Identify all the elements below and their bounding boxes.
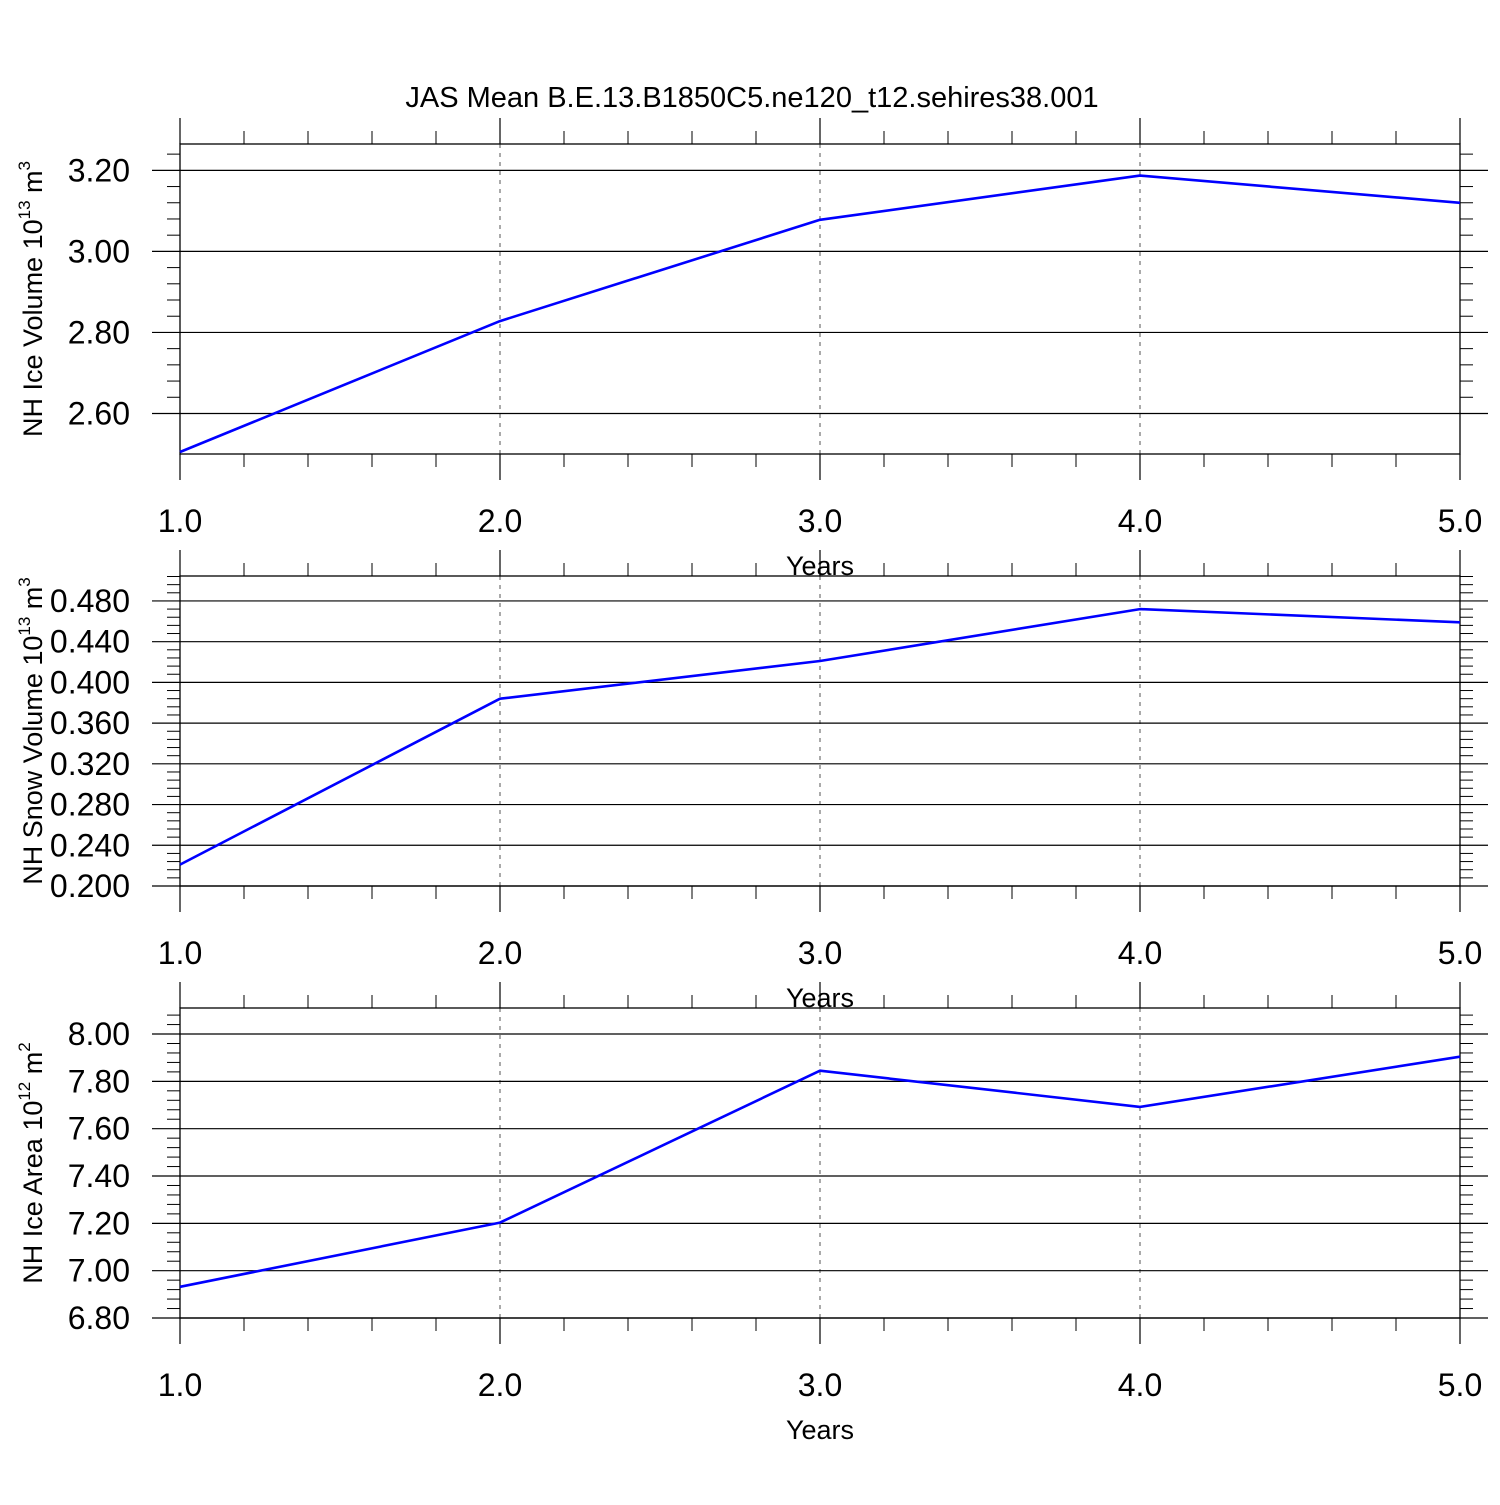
y-tick-label: 0.320: [50, 746, 130, 782]
x-tick-label: 2.0: [478, 1367, 522, 1403]
y-axis-label-exponent: 12: [15, 1082, 34, 1101]
panel-2: 1.0 2.0 3.0 4.0 5.0 0.200 0.240 0.280 0.320 0.360…: [15, 550, 1488, 1013]
x-tick-label: 4.0: [1118, 935, 1162, 971]
x-tick-label: 1.0: [158, 503, 202, 539]
y-axis-label: NH Snow Volume 1013 m3: [15, 577, 48, 885]
y-axis-label-base: NH Ice Area 10: [18, 1101, 48, 1284]
y-tick-label: 8.00: [68, 1016, 130, 1052]
y-axis-label-base: NH Snow Volume 10: [18, 636, 48, 885]
series-line: [180, 609, 1460, 865]
y-axis-label: NH Ice Volume 1013 m3: [15, 161, 48, 437]
y-tick-label: 3.00: [68, 233, 130, 269]
y-tick-label: 7.60: [68, 1111, 130, 1147]
y-tick-label: 7.40: [68, 1158, 130, 1194]
y-axis-label-unit: m: [18, 170, 48, 200]
x-tick-label: 3.0: [798, 503, 842, 539]
x-tick-label: 5.0: [1438, 1367, 1482, 1403]
panel-3: 1.0 2.0 3.0 4.0 5.0 6.80 7.00 7.20 7.40 7.60 7.80 8…: [15, 982, 1488, 1445]
y-tick-label: 7.00: [68, 1253, 130, 1289]
y-tick-label: 3.20: [68, 152, 130, 188]
y-axis-label-unit: m: [18, 587, 48, 617]
x-tick-label: 4.0: [1118, 503, 1162, 539]
x-tick-label: 2.0: [478, 935, 522, 971]
y-axis-label-unit-exponent: 2: [15, 1042, 34, 1051]
x-tick-label: 2.0: [478, 503, 522, 539]
x-tick-label: 3.0: [798, 935, 842, 971]
x-tick-label: 4.0: [1118, 1367, 1162, 1403]
y-tick-label: 7.80: [68, 1063, 130, 1099]
y-tick-label: 0.280: [50, 787, 130, 823]
y-axis-label-exponent: 13: [15, 617, 34, 636]
y-tick-label: 7.20: [68, 1205, 130, 1241]
y-axis-label-exponent: 13: [15, 200, 34, 219]
x-tick-label: 5.0: [1438, 935, 1482, 971]
y-axis-label-unit: m: [18, 1052, 48, 1082]
x-tick-label: 1.0: [158, 935, 202, 971]
y-tick-label: 0.440: [50, 624, 130, 660]
x-tick-label: 5.0: [1438, 503, 1482, 539]
x-axis-label: Years: [786, 1415, 854, 1445]
y-tick-label: 0.480: [50, 583, 130, 619]
y-axis-label-unit-exponent: 3: [15, 161, 34, 170]
x-tick-label: 1.0: [158, 1367, 202, 1403]
y-tick-label: 6.80: [68, 1300, 130, 1336]
y-axis-label-unit-exponent: 3: [15, 577, 34, 586]
figure-title: JAS Mean B.E.13.B1850C5.ne120_t12.sehire…: [405, 82, 1098, 114]
y-axis-label-base: NH Ice Volume 10: [18, 219, 48, 437]
y-tick-label: 0.240: [50, 827, 130, 863]
y-tick-label: 2.80: [68, 314, 130, 350]
y-axis-label: NH Ice Area 1012 m2: [15, 1042, 48, 1283]
y-tick-label: 2.60: [68, 395, 130, 431]
x-tick-label: 3.0: [798, 1367, 842, 1403]
y-tick-label: 0.360: [50, 705, 130, 741]
y-tick-label: 0.200: [50, 868, 130, 904]
y-tick-label: 0.400: [50, 664, 130, 700]
